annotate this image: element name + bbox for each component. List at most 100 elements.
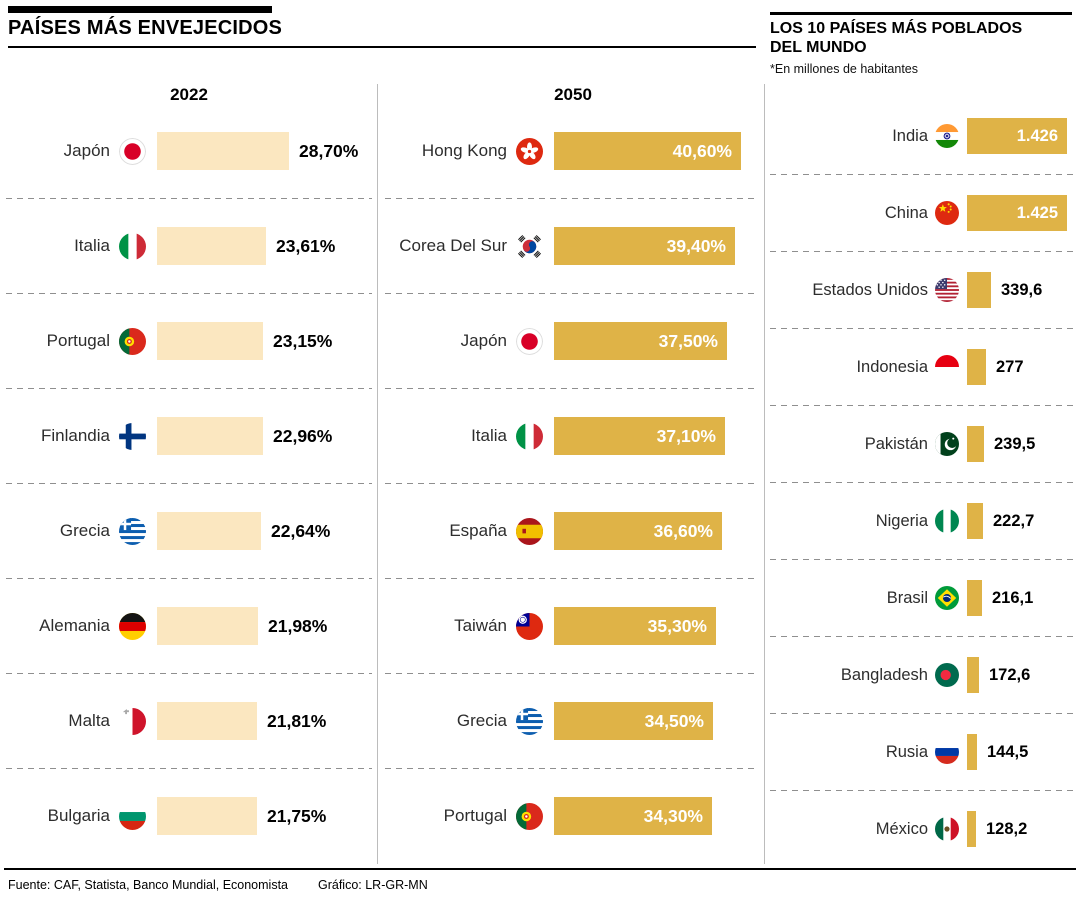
country-label: Malta [68, 711, 110, 730]
value-label: 21,81% [267, 710, 327, 731]
chart-row-bangladesh: Bangladesh 172,6 [770, 637, 1073, 713]
bar-bangladesh [967, 657, 979, 693]
value-label: 40,60% [672, 140, 732, 161]
row-separator [385, 578, 757, 579]
flag-taiwan-icon [516, 612, 543, 640]
bar-italy [157, 227, 266, 265]
value-label: 239,5 [994, 434, 1036, 453]
country-label: India [892, 126, 928, 145]
flag-india-icon [935, 124, 959, 148]
country-label: Nigeria [875, 511, 928, 530]
value-label: 216,1 [992, 588, 1034, 607]
bar-india: 1.426 [967, 118, 1067, 154]
chart-row-pakistan: Pakistán 239,5 [770, 406, 1073, 482]
flag-russia-icon [935, 740, 959, 764]
chart-row-italy: Italia 37,10% [385, 389, 757, 483]
bar-mexico [967, 811, 976, 847]
row-separator [770, 251, 1073, 252]
bar-indonesia [967, 349, 986, 385]
chart-row-greece: Grecia 22,64% [6, 484, 372, 578]
country-label: Taiwán [454, 616, 507, 635]
row-separator [6, 198, 372, 199]
value-label: 172,6 [989, 665, 1031, 684]
flag-germany-icon [119, 612, 146, 640]
aged-2022-chart: Japón 28,70% Italia 23,61% Portugal 23,15% Fin… [6, 104, 372, 863]
value-label: 277 [996, 357, 1024, 376]
bar-taiwan: 35,30% [554, 607, 716, 645]
populated-chart: India 1.426 China 1.425 Estados Unidos 339,6 I… [770, 98, 1073, 867]
chart-row-hongkong: Hong Kong 40,60% [385, 104, 757, 198]
row-separator [770, 713, 1073, 714]
row-separator [770, 636, 1073, 637]
country-label: Estados Unidos [812, 280, 928, 299]
populated-title-rule [770, 12, 1072, 15]
chart-row-brazil: Brasil 216,1 [770, 560, 1073, 636]
chart-row-germany: Alemania 21,98% [6, 579, 372, 673]
chart-row-portugal: Portugal 23,15% [6, 294, 372, 388]
flag-mexico-icon [935, 817, 959, 841]
bar-southkorea: 39,40% [554, 227, 735, 265]
title-accent-bar [8, 6, 272, 13]
flag-portugal-icon [119, 327, 146, 355]
row-separator [770, 174, 1073, 175]
bar-italy: 37,10% [554, 417, 725, 455]
country-label: Corea Del Sur [399, 236, 507, 255]
row-separator [6, 578, 372, 579]
value-label: 144,5 [987, 742, 1029, 761]
chart-row-china: China 1.425 [770, 175, 1073, 251]
chart-row-nigeria: Nigeria 222,7 [770, 483, 1073, 559]
country-label: España [449, 521, 507, 540]
value-label: 28,70% [299, 140, 359, 161]
country-label: Portugal [46, 331, 110, 350]
bar-nigeria [967, 503, 983, 539]
flag-spain-icon [516, 517, 543, 545]
bar-usa [967, 272, 991, 308]
chart-row-russia: Rusia 144,5 [770, 714, 1073, 790]
bar-portugal [157, 322, 263, 360]
row-separator [385, 673, 757, 674]
bar-brazil [967, 580, 982, 616]
row-separator [385, 198, 757, 199]
row-separator [385, 483, 757, 484]
column-header-2050: 2050 [554, 85, 592, 104]
populated-title-line2: DEL MUNDO [770, 38, 867, 56]
flag-greece-icon [516, 707, 543, 735]
value-label: 21,75% [267, 805, 327, 826]
chart-row-spain: España 36,60% [385, 484, 757, 578]
flag-italy-icon [516, 422, 543, 450]
flag-bangladesh-icon [935, 663, 959, 687]
flag-malta-icon [119, 707, 146, 735]
country-label: China [884, 203, 928, 222]
row-separator [770, 482, 1073, 483]
chart-row-malta: Malta 21,81% [6, 674, 372, 768]
bar-russia [967, 734, 977, 770]
chart-row-india: India 1.426 [770, 98, 1073, 174]
country-label: Grecia [59, 521, 110, 540]
country-label: México [875, 819, 928, 838]
flag-brazil-icon [935, 586, 959, 610]
country-label: Italia [471, 426, 507, 445]
row-separator [385, 768, 757, 769]
country-label: Finlandia [41, 426, 110, 445]
footer-credit: Gráfico: LR-GR-MN [318, 878, 428, 892]
chart-row-greece: Grecia 34,50% [385, 674, 757, 768]
flag-indonesia-icon [935, 355, 959, 379]
chart-row-finland: Finlandia 22,96% [6, 389, 372, 483]
page-title: PAÍSES MÁS ENVEJECIDOS [8, 17, 283, 39]
chart-row-southkorea: Corea Del Sur 39,40% [385, 199, 757, 293]
bar-hongkong: 40,60% [554, 132, 741, 170]
chart-row-portugal: Portugal 34,30% [385, 769, 757, 863]
bar-bulgaria [157, 797, 257, 835]
value-label: 37,10% [656, 425, 716, 446]
flag-greece-icon [119, 517, 146, 545]
flag-finland-icon [119, 422, 146, 450]
bar-pakistan [967, 426, 984, 462]
flag-nigeria-icon [935, 509, 959, 533]
column-header-2022: 2022 [170, 85, 208, 104]
country-label: Alemania [39, 616, 110, 635]
bar-china: 1.425 [967, 195, 1067, 231]
row-separator [385, 293, 757, 294]
aged-2050-chart: Hong Kong 40,60% Corea Del Sur 39,40% Japón 3… [385, 104, 757, 863]
bar-spain: 36,60% [554, 512, 722, 550]
